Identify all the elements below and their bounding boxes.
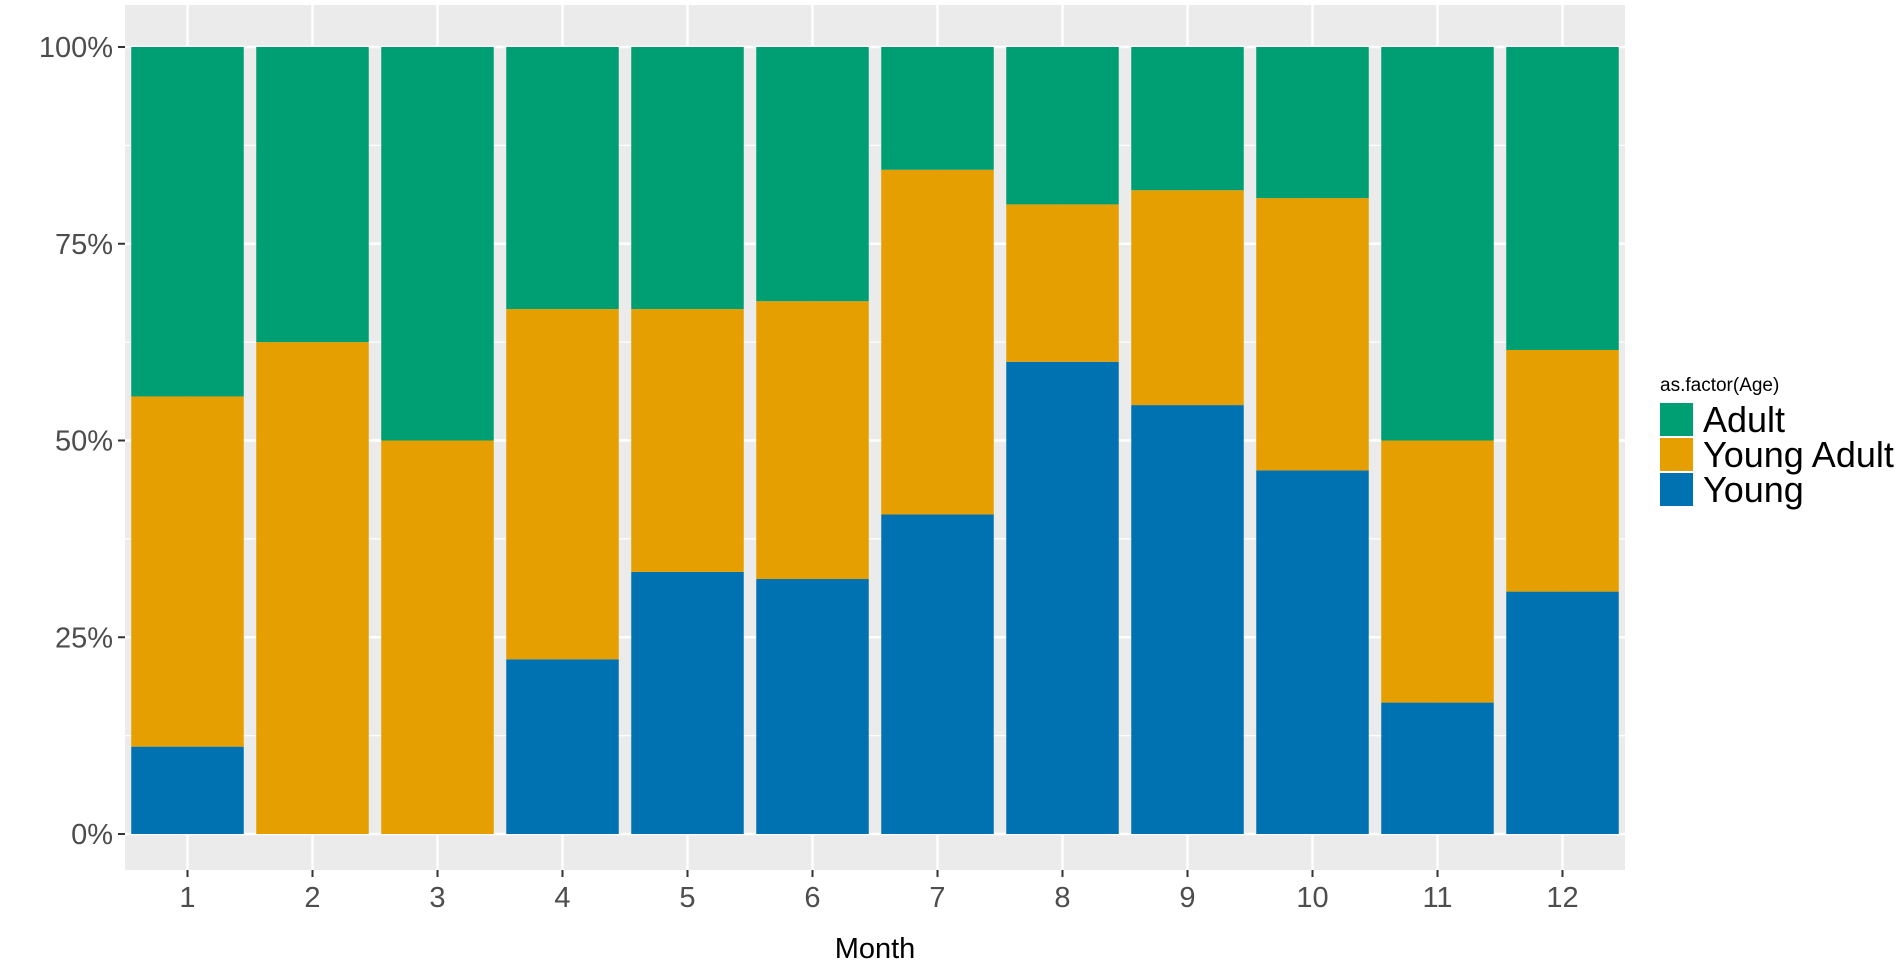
- bar-young-month-12: [1506, 591, 1619, 834]
- bar-adult-month-8: [1006, 47, 1119, 205]
- bar-adult-month-4: [506, 47, 619, 310]
- bar-adult-month-7: [881, 47, 994, 170]
- x-tick-label: 2: [304, 882, 320, 914]
- bars: [131, 47, 1619, 834]
- x-tick-label: 4: [554, 882, 570, 914]
- bar-young-month-4: [506, 659, 619, 834]
- bar-young-month-11: [1381, 702, 1494, 834]
- x-tick-label: 9: [1179, 882, 1195, 914]
- bar-adult-month-9: [1131, 47, 1244, 191]
- y-tick-label: 50%: [55, 426, 113, 458]
- bar-young-month-10: [1256, 470, 1369, 834]
- bar-young-adult-month-6: [756, 301, 869, 580]
- x-axis: 1 2 3 4 5 6 7 8 9 10 11 12: [179, 870, 1579, 914]
- x-tick-label: 11: [1422, 882, 1452, 914]
- bar-young-month-5: [631, 571, 744, 834]
- bar-young-adult-month-9: [1131, 190, 1244, 406]
- bar-adult-month-10: [1256, 47, 1369, 199]
- bar-young-adult-month-1: [131, 396, 244, 747]
- bar-young-month-9: [1131, 405, 1244, 834]
- bar-young-adult-month-12: [1506, 349, 1619, 592]
- plot-panel: [125, 5, 1625, 870]
- x-tick-label: 3: [429, 882, 445, 914]
- legend-label-adult: Adult: [1703, 399, 1785, 440]
- bar-young-adult-month-10: [1256, 198, 1369, 471]
- bar-young-month-1: [131, 746, 244, 834]
- y-tick-label: 100%: [39, 32, 113, 64]
- bar-young-adult-month-5: [631, 309, 744, 572]
- x-tick-label: 8: [1054, 882, 1070, 914]
- bar-young-adult-month-2: [256, 342, 369, 834]
- legend-label-young-adult: Young Adult: [1703, 434, 1894, 475]
- y-tick-label: 0%: [71, 819, 113, 851]
- bar-adult-month-11: [1381, 47, 1494, 441]
- bar-adult-month-6: [756, 47, 869, 302]
- x-tick-label: 12: [1546, 882, 1578, 914]
- y-axis: 0% 25% 50% 75% 100%: [39, 32, 125, 851]
- legend-key-young: [1660, 473, 1693, 506]
- y-tick-label: 25%: [55, 622, 113, 654]
- x-axis-title: Month: [835, 933, 916, 965]
- bar-young-month-6: [756, 579, 869, 834]
- x-tick-label: 10: [1296, 882, 1328, 914]
- x-tick-label: 6: [804, 882, 820, 914]
- bar-young-adult-month-8: [1006, 204, 1119, 362]
- bar-adult-month-5: [631, 47, 744, 310]
- bar-young-month-8: [1006, 361, 1119, 834]
- x-tick-label: 7: [929, 882, 945, 914]
- legend-title: as.factor(Age): [1660, 375, 1779, 396]
- legend-key-adult: [1660, 403, 1693, 436]
- x-tick-label: 5: [679, 882, 695, 914]
- bar-young-adult-month-11: [1381, 440, 1494, 703]
- bar-young-adult-month-7: [881, 169, 994, 515]
- bar-adult-month-2: [256, 47, 369, 343]
- bar-adult-month-3: [381, 47, 494, 441]
- bar-adult-month-12: [1506, 47, 1619, 350]
- x-tick-label: 1: [179, 882, 195, 914]
- bar-young-adult-month-3: [381, 440, 494, 834]
- legend-key-young-adult: [1660, 438, 1693, 471]
- legend-label-young: Young: [1703, 469, 1804, 510]
- bar-young-adult-month-4: [506, 309, 619, 660]
- y-tick-label: 75%: [55, 229, 113, 261]
- bar-young-month-7: [881, 514, 994, 834]
- bar-adult-month-1: [131, 47, 244, 397]
